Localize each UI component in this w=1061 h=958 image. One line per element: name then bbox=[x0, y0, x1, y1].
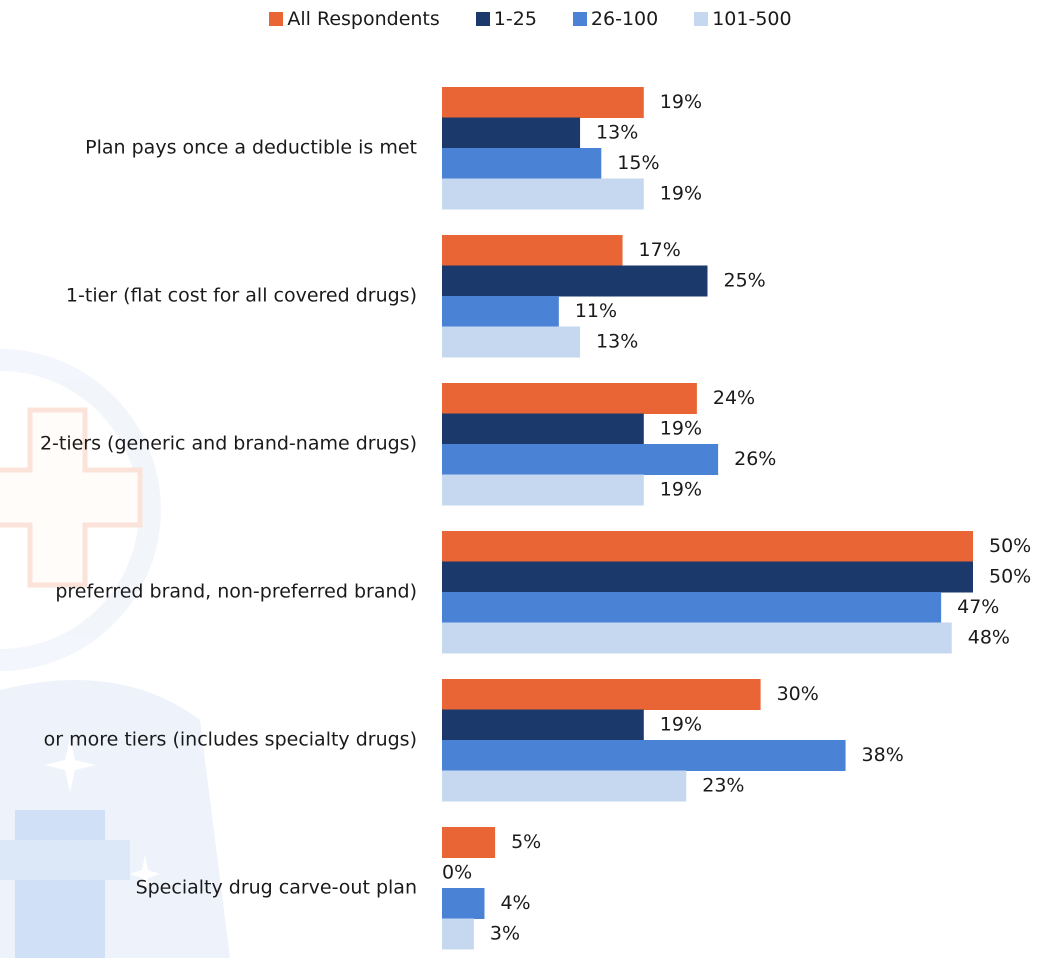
bar bbox=[442, 235, 623, 266]
bar bbox=[442, 148, 602, 179]
legend-swatch bbox=[475, 12, 490, 26]
data-label: 24% bbox=[713, 387, 755, 409]
bar bbox=[442, 740, 846, 771]
category-label: preferred brand, non-preferred brand) bbox=[55, 581, 417, 603]
category-label: Plan pays once a deductible is met bbox=[85, 137, 417, 159]
bar bbox=[442, 178, 644, 210]
legend-swatch bbox=[572, 12, 587, 26]
bar bbox=[442, 622, 952, 654]
data-label: 48% bbox=[968, 626, 1010, 648]
data-label: 50% bbox=[989, 565, 1031, 587]
data-label: 4% bbox=[500, 892, 530, 914]
data-label: 50% bbox=[989, 535, 1031, 557]
bar bbox=[442, 413, 644, 445]
bar bbox=[442, 709, 644, 741]
bar bbox=[442, 888, 485, 919]
data-label: 13% bbox=[596, 330, 638, 352]
legend-item-1-25: 1-25 bbox=[475, 8, 537, 30]
bar bbox=[442, 592, 942, 623]
data-label: 19% bbox=[660, 478, 702, 500]
legend-label: 101-500 bbox=[712, 8, 792, 30]
data-label: 47% bbox=[957, 596, 999, 618]
bar bbox=[442, 265, 708, 297]
bar bbox=[442, 383, 697, 414]
chart-legend: All Respondents 1-25 26-100 101-500 bbox=[0, 8, 1061, 30]
legend-label: 26-100 bbox=[590, 8, 659, 30]
bar bbox=[442, 679, 761, 710]
data-label: 3% bbox=[490, 922, 520, 944]
data-label: 5% bbox=[511, 831, 541, 853]
bar bbox=[442, 918, 474, 950]
bar bbox=[442, 326, 581, 358]
data-label: 13% bbox=[596, 121, 638, 143]
category-label: 2-tiers (generic and brand-name drugs) bbox=[40, 433, 417, 455]
sparkle-icon bbox=[44, 738, 160, 893]
data-label: 17% bbox=[639, 239, 681, 261]
medical-cross-icon bbox=[0, 349, 161, 671]
bar bbox=[442, 474, 644, 506]
bar bbox=[442, 827, 496, 858]
data-label: 19% bbox=[660, 182, 702, 204]
bar bbox=[442, 561, 973, 593]
bar bbox=[442, 296, 559, 327]
pill-bottle-icon bbox=[0, 680, 230, 958]
data-label: 0% bbox=[442, 861, 472, 883]
bar bbox=[442, 117, 581, 149]
data-label: 11% bbox=[575, 300, 617, 322]
data-label: 25% bbox=[724, 269, 766, 291]
data-label: 23% bbox=[702, 774, 744, 796]
bar bbox=[442, 770, 687, 802]
data-label: 38% bbox=[862, 744, 904, 766]
data-label: 19% bbox=[660, 713, 702, 735]
data-label: 30% bbox=[777, 683, 819, 705]
category-label: or more tiers (includes specialty drugs) bbox=[44, 729, 417, 751]
legend-swatch bbox=[694, 12, 709, 26]
legend-item-26-100: 26-100 bbox=[572, 8, 659, 30]
data-label: 19% bbox=[660, 91, 702, 113]
bar bbox=[442, 87, 644, 118]
category-label: Specialty drug carve-out plan bbox=[136, 877, 417, 899]
data-label: 26% bbox=[734, 448, 776, 470]
bar bbox=[442, 531, 973, 562]
legend-item-all-respondents: All Respondents bbox=[269, 8, 440, 30]
legend-swatch bbox=[269, 12, 284, 26]
category-label: 1-tier (flat cost for all covered drugs) bbox=[66, 285, 417, 307]
legend-label: 1-25 bbox=[493, 8, 537, 30]
legend-label: All Respondents bbox=[287, 8, 440, 30]
data-label: 19% bbox=[660, 417, 702, 439]
legend-item-101-500: 101-500 bbox=[694, 8, 792, 30]
data-label: 15% bbox=[617, 152, 659, 174]
bar bbox=[442, 444, 719, 475]
